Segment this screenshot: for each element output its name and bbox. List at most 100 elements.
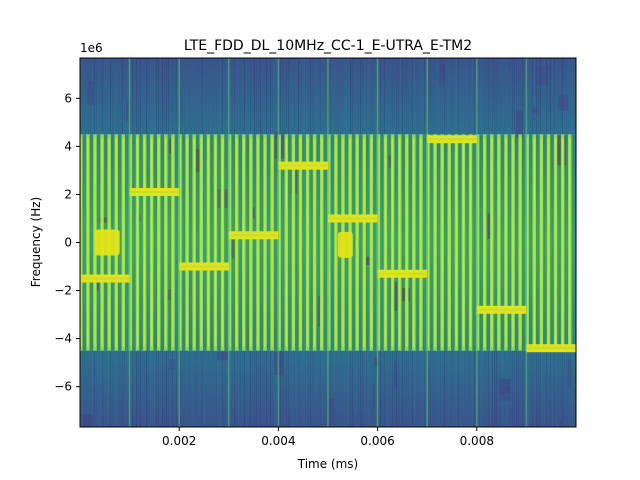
noise-streak [134, 58, 135, 135]
noise-streak [84, 134, 85, 351]
noise-streak [530, 58, 531, 135]
noise-streak [264, 350, 265, 427]
noise-streak [246, 58, 247, 135]
noise-streak [170, 134, 171, 351]
noise-streak [432, 58, 433, 135]
noise-streak [90, 58, 91, 135]
noise-streak [198, 134, 199, 351]
noise-streak [248, 58, 249, 135]
noise-streak [92, 134, 93, 351]
noise-streak [154, 58, 155, 135]
noise-streak [110, 58, 111, 135]
noise-streak [254, 134, 255, 351]
noise-streak [572, 134, 573, 351]
noise-streak [518, 350, 519, 427]
noise-blob [559, 419, 563, 427]
noise-streak [168, 58, 169, 135]
noise-streak [276, 58, 277, 135]
noise-streak [324, 350, 325, 427]
noise-blob [499, 386, 511, 401]
noise-streak [272, 350, 273, 427]
noise-streak [152, 58, 153, 135]
noise-streak [538, 134, 539, 351]
noise-streak [442, 58, 443, 135]
noise-streak [556, 58, 557, 135]
noise-streak [84, 58, 85, 135]
noise-streak [238, 58, 239, 135]
noise-streak [192, 350, 193, 427]
noise-streak [444, 134, 445, 351]
noise-streak [510, 58, 511, 135]
noise-streak [158, 58, 159, 135]
noise-streak [194, 58, 195, 135]
noise-streak [372, 58, 373, 135]
noise-blob [363, 256, 373, 265]
noise-streak [508, 58, 509, 135]
noise-streak [470, 350, 471, 427]
noise-streak [362, 58, 363, 135]
noise-streak [180, 58, 181, 135]
noise-streak [384, 58, 385, 135]
noise-blob [558, 95, 569, 111]
noise-streak [298, 58, 299, 135]
noise-blob [555, 135, 566, 166]
noise-streak [536, 58, 537, 135]
noise-streak [536, 350, 537, 427]
noise-streak [216, 58, 217, 135]
noise-streak [136, 350, 137, 427]
noise-streak [460, 134, 461, 351]
noise-streak [516, 350, 517, 427]
noise-streak [548, 58, 549, 135]
signal-burst-core [278, 164, 328, 167]
noise-streak [316, 350, 317, 427]
noise-streak [308, 58, 309, 135]
noise-streak [294, 58, 295, 135]
noise-streak [430, 350, 431, 427]
noise-streak [172, 350, 173, 427]
noise-streak [380, 350, 381, 427]
noise-blob [499, 379, 511, 394]
noise-streak [194, 350, 195, 427]
symbol-line-core [136, 138, 139, 347]
noise-streak [382, 58, 383, 135]
noise-streak [564, 58, 565, 135]
noise-streak [512, 350, 513, 427]
symbol-line-core [505, 138, 507, 347]
noise-streak [396, 350, 397, 427]
noise-streak [144, 58, 145, 135]
symbol-line-core [469, 138, 472, 347]
noise-streak [312, 134, 313, 351]
noise-streak [562, 350, 563, 427]
noise-streak [528, 58, 529, 135]
noise-streak [142, 134, 143, 351]
noise-streak [240, 58, 241, 135]
noise-streak [154, 134, 155, 351]
noise-streak [458, 58, 459, 135]
noise-streak [112, 350, 113, 427]
noise-streak [444, 350, 445, 427]
symbol-line-core [568, 138, 571, 347]
noise-streak [184, 58, 185, 135]
symbol-line-core [512, 138, 514, 347]
noise-streak [292, 58, 293, 135]
noise-streak [488, 58, 489, 135]
noise-streak [410, 134, 411, 351]
noise-streak [140, 350, 141, 427]
noise-streak [124, 58, 125, 135]
symbol-line-core [519, 138, 521, 347]
noise-streak [294, 350, 295, 427]
noise-streak [124, 350, 125, 427]
symbol-line-core [384, 138, 387, 347]
noise-blob [394, 360, 398, 389]
noise-streak [428, 58, 429, 135]
noise-streak [82, 58, 83, 135]
noise-streak [424, 350, 425, 427]
noise-streak [312, 350, 313, 427]
noise-streak [206, 134, 207, 351]
noise-streak [524, 350, 525, 427]
noise-streak [320, 350, 321, 427]
noise-streak [220, 134, 221, 351]
noise-streak [182, 350, 183, 427]
noise-streak [202, 350, 203, 427]
